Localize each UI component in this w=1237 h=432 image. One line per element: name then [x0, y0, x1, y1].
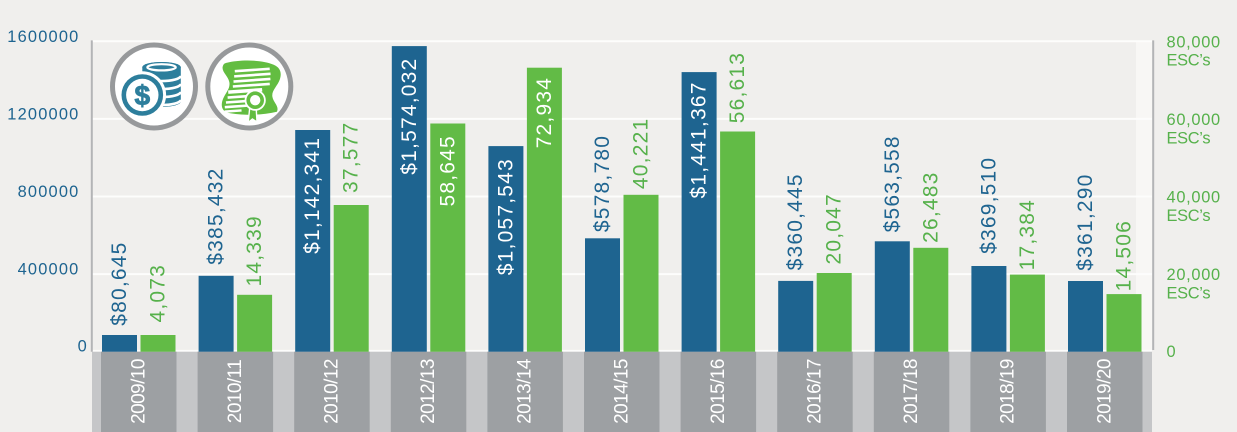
svg-text:2010/12: 2010/12 [321, 359, 342, 424]
svg-text:26,483: 26,483 [919, 171, 942, 242]
svg-text:$361,290: $361,290 [1074, 173, 1097, 270]
svg-text:58,645: 58,645 [436, 135, 459, 206]
svg-text:2009/10: 2009/10 [128, 359, 149, 424]
svg-text:2018/19: 2018/19 [998, 359, 1019, 424]
svg-text:$563,558: $563,558 [881, 135, 904, 232]
svg-text:$1,057,543: $1,057,543 [494, 158, 517, 275]
svg-text:$: $ [135, 80, 151, 111]
svg-text:20,000: 20,000 [1167, 266, 1221, 284]
svg-text:$1,441,367: $1,441,367 [688, 81, 711, 198]
svg-text:$1,574,032: $1,574,032 [398, 58, 421, 175]
svg-text:0: 0 [1167, 343, 1177, 361]
svg-text:20,047: 20,047 [823, 193, 846, 264]
svg-text:ESC’s: ESC’s [1167, 285, 1211, 303]
svg-text:2015/16: 2015/16 [708, 359, 729, 424]
svg-text:2012/13: 2012/13 [418, 359, 439, 424]
svg-text:2014/15: 2014/15 [611, 359, 632, 424]
svg-text:80,000: 80,000 [1167, 33, 1221, 51]
svg-text:0: 0 [78, 338, 88, 356]
svg-text:800000: 800000 [18, 183, 80, 201]
svg-text:$360,445: $360,445 [784, 173, 807, 270]
svg-text:72,934: 72,934 [533, 77, 556, 148]
svg-text:ESC’s: ESC’s [1167, 207, 1211, 225]
svg-text:$80,645: $80,645 [108, 241, 131, 325]
svg-text:4,073: 4,073 [147, 264, 170, 323]
svg-text:1600000: 1600000 [7, 28, 79, 46]
svg-text:60,000: 60,000 [1167, 111, 1221, 129]
svg-text:$369,510: $369,510 [977, 157, 1000, 254]
svg-text:ESC’s: ESC’s [1167, 52, 1211, 70]
svg-text:14,506: 14,506 [1113, 220, 1136, 291]
svg-text:ESC’s: ESC’s [1167, 129, 1211, 147]
svg-text:$385,432: $385,432 [205, 167, 228, 264]
svg-text:2019/20: 2019/20 [1094, 359, 1115, 424]
svg-text:40,000: 40,000 [1167, 189, 1221, 207]
svg-text:56,613: 56,613 [726, 52, 749, 123]
svg-text:2017/18: 2017/18 [901, 359, 922, 424]
svg-text:1200000: 1200000 [7, 105, 79, 123]
svg-text:400000: 400000 [18, 261, 80, 279]
svg-text:2013/14: 2013/14 [515, 358, 536, 424]
svg-text:2016/17: 2016/17 [804, 359, 825, 424]
svg-text:37,577: 37,577 [340, 122, 363, 193]
svg-text:2010/11: 2010/11 [225, 360, 246, 423]
svg-text:40,221: 40,221 [630, 118, 653, 189]
svg-text:$578,780: $578,780 [591, 135, 614, 232]
svg-text:$1,142,341: $1,142,341 [301, 137, 324, 254]
svg-text:17,384: 17,384 [1016, 199, 1039, 270]
svg-text:14,339: 14,339 [243, 215, 266, 286]
